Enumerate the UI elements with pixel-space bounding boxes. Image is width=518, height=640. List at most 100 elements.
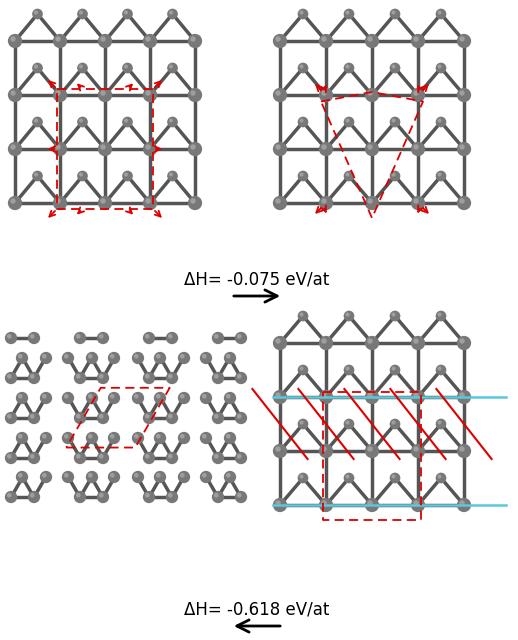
Circle shape: [226, 354, 231, 358]
Circle shape: [8, 196, 22, 210]
Circle shape: [10, 144, 16, 150]
Circle shape: [459, 198, 465, 204]
Circle shape: [5, 332, 17, 344]
Circle shape: [16, 471, 28, 483]
Circle shape: [18, 434, 23, 438]
Circle shape: [77, 9, 88, 19]
Circle shape: [214, 374, 219, 379]
Circle shape: [145, 414, 150, 419]
Circle shape: [62, 432, 74, 444]
Circle shape: [30, 334, 35, 339]
Circle shape: [178, 432, 190, 444]
Circle shape: [86, 432, 98, 444]
Circle shape: [188, 142, 202, 156]
Circle shape: [55, 90, 61, 96]
Circle shape: [145, 374, 150, 379]
Circle shape: [64, 473, 68, 477]
Circle shape: [343, 9, 354, 19]
Circle shape: [34, 118, 38, 122]
Circle shape: [16, 432, 28, 444]
Circle shape: [367, 392, 373, 397]
Circle shape: [76, 414, 81, 419]
Circle shape: [390, 310, 400, 321]
Circle shape: [97, 491, 109, 503]
Circle shape: [42, 434, 47, 438]
Circle shape: [34, 172, 38, 177]
Circle shape: [100, 90, 106, 96]
Circle shape: [122, 171, 133, 181]
Circle shape: [168, 493, 172, 498]
Circle shape: [235, 491, 247, 503]
Circle shape: [143, 34, 157, 48]
Circle shape: [237, 493, 241, 498]
Circle shape: [122, 9, 133, 19]
Circle shape: [224, 392, 236, 404]
Circle shape: [298, 9, 308, 19]
Circle shape: [167, 116, 178, 127]
Circle shape: [226, 473, 231, 477]
Circle shape: [134, 434, 139, 438]
Circle shape: [166, 412, 178, 424]
Circle shape: [457, 336, 471, 350]
Circle shape: [28, 412, 40, 424]
Circle shape: [88, 354, 93, 358]
Circle shape: [411, 498, 425, 512]
Circle shape: [343, 171, 354, 181]
Circle shape: [167, 171, 178, 181]
Circle shape: [436, 9, 447, 19]
Circle shape: [8, 142, 22, 156]
Circle shape: [457, 196, 471, 210]
Circle shape: [145, 144, 151, 150]
Circle shape: [321, 392, 327, 397]
Circle shape: [275, 446, 281, 452]
Circle shape: [343, 116, 354, 127]
Circle shape: [143, 196, 157, 210]
Circle shape: [166, 332, 178, 344]
Circle shape: [190, 144, 196, 150]
Circle shape: [143, 332, 155, 344]
Circle shape: [76, 493, 81, 498]
Circle shape: [226, 394, 231, 399]
Circle shape: [32, 171, 43, 181]
Circle shape: [7, 454, 11, 459]
Circle shape: [168, 454, 172, 459]
Circle shape: [124, 172, 128, 177]
Circle shape: [74, 372, 86, 384]
Circle shape: [457, 390, 471, 404]
Circle shape: [55, 198, 61, 204]
Circle shape: [298, 473, 308, 483]
Circle shape: [62, 352, 74, 364]
Circle shape: [224, 352, 236, 364]
Circle shape: [212, 491, 224, 503]
Circle shape: [10, 198, 16, 204]
Circle shape: [457, 34, 471, 48]
Circle shape: [34, 65, 38, 68]
Circle shape: [321, 90, 327, 96]
Circle shape: [42, 473, 47, 477]
Circle shape: [134, 394, 139, 399]
Circle shape: [212, 412, 224, 424]
Circle shape: [392, 367, 396, 371]
Circle shape: [108, 392, 120, 404]
Circle shape: [299, 118, 304, 122]
Circle shape: [202, 434, 207, 438]
Circle shape: [392, 312, 396, 317]
Circle shape: [438, 474, 441, 479]
Circle shape: [200, 392, 212, 404]
Circle shape: [298, 63, 308, 74]
Circle shape: [212, 332, 224, 344]
Circle shape: [237, 414, 241, 419]
Circle shape: [275, 198, 281, 204]
Circle shape: [77, 171, 88, 181]
Circle shape: [77, 63, 88, 74]
Circle shape: [367, 198, 373, 204]
Circle shape: [365, 88, 379, 102]
Circle shape: [122, 116, 133, 127]
Circle shape: [392, 65, 396, 68]
Circle shape: [30, 454, 35, 459]
Circle shape: [214, 334, 219, 339]
Circle shape: [134, 473, 139, 477]
Circle shape: [99, 414, 104, 419]
Circle shape: [74, 491, 86, 503]
Circle shape: [273, 390, 287, 404]
